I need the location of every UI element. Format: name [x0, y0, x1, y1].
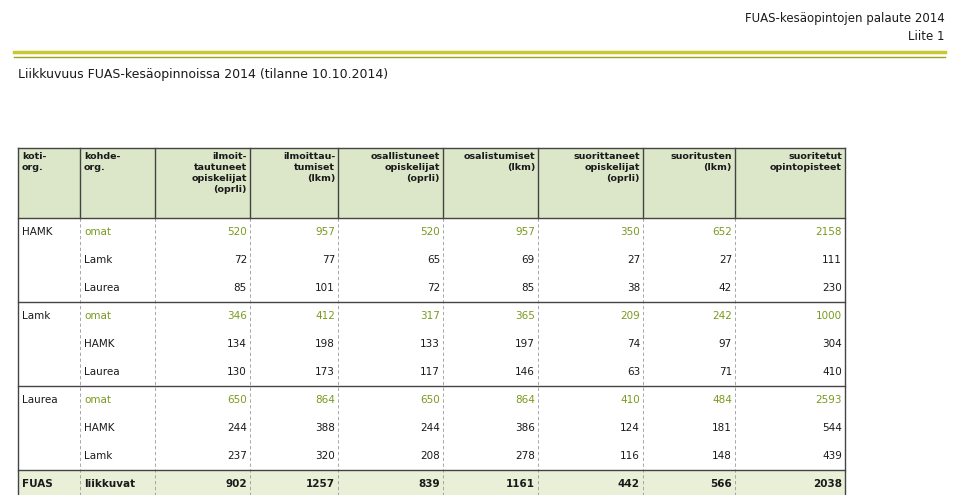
Text: suorittaneet
opiskelijat
(oprli): suorittaneet opiskelijat (oprli) [573, 152, 640, 183]
Text: 27: 27 [718, 255, 732, 265]
Text: Lamk: Lamk [22, 311, 51, 321]
Text: 97: 97 [718, 339, 732, 349]
Text: 85: 85 [522, 283, 535, 293]
Text: 117: 117 [420, 367, 440, 377]
Text: 74: 74 [627, 339, 640, 349]
Text: 484: 484 [713, 395, 732, 405]
Text: omat: omat [84, 311, 111, 321]
Text: 278: 278 [515, 451, 535, 461]
Bar [18, 470, 845, 495]
Text: 38: 38 [627, 283, 640, 293]
Text: Laurea: Laurea [22, 395, 58, 405]
Text: 77: 77 [322, 255, 335, 265]
Text: 902: 902 [225, 479, 247, 489]
Text: 230: 230 [822, 283, 842, 293]
Text: HAMK: HAMK [84, 339, 114, 349]
Text: 320: 320 [316, 451, 335, 461]
Text: 410: 410 [822, 367, 842, 377]
Text: 173: 173 [316, 367, 335, 377]
Text: 520: 520 [420, 227, 440, 237]
Text: 957: 957 [515, 227, 535, 237]
Text: 181: 181 [713, 423, 732, 433]
Text: 133: 133 [420, 339, 440, 349]
Text: 317: 317 [420, 311, 440, 321]
Text: HAMK: HAMK [84, 423, 114, 433]
Text: 72: 72 [427, 283, 440, 293]
Text: 439: 439 [822, 451, 842, 461]
Text: 839: 839 [418, 479, 440, 489]
Text: 101: 101 [316, 283, 335, 293]
Text: Laurea: Laurea [84, 367, 120, 377]
Text: 242: 242 [713, 311, 732, 321]
Text: 27: 27 [627, 255, 640, 265]
Text: 957: 957 [316, 227, 335, 237]
Text: 650: 650 [420, 395, 440, 405]
Text: 386: 386 [515, 423, 535, 433]
Text: 244: 244 [420, 423, 440, 433]
Text: 2158: 2158 [815, 227, 842, 237]
Text: Laurea: Laurea [84, 283, 120, 293]
Text: 1000: 1000 [816, 311, 842, 321]
Text: 72: 72 [234, 255, 247, 265]
Bar [18, 148, 845, 218]
Text: 130: 130 [227, 367, 247, 377]
Text: 148: 148 [713, 451, 732, 461]
Text: 864: 864 [515, 395, 535, 405]
Text: 650: 650 [227, 395, 247, 405]
Text: suoritetut
opintopisteet: suoritetut opintopisteet [770, 152, 842, 172]
Text: Liikkuvuus FUAS-kesäopinnoissa 2014 (tilanne 10.10.2014): Liikkuvuus FUAS-kesäopinnoissa 2014 (til… [18, 68, 388, 81]
Text: 244: 244 [227, 423, 247, 433]
Text: 146: 146 [515, 367, 535, 377]
Text: osalistumiset
(lkm): osalistumiset (lkm) [463, 152, 535, 172]
Text: 388: 388 [316, 423, 335, 433]
Text: 410: 410 [620, 395, 640, 405]
Text: 116: 116 [620, 451, 640, 461]
Text: 652: 652 [713, 227, 732, 237]
Text: FUAS: FUAS [22, 479, 53, 489]
Text: 1161: 1161 [506, 479, 535, 489]
Text: 520: 520 [227, 227, 247, 237]
Text: 2038: 2038 [813, 479, 842, 489]
Text: 85: 85 [234, 283, 247, 293]
Text: 198: 198 [316, 339, 335, 349]
Text: suoritusten
(lkm): suoritusten (lkm) [670, 152, 732, 172]
Text: 197: 197 [515, 339, 535, 349]
Text: 566: 566 [711, 479, 732, 489]
Text: kohde-
org.: kohde- org. [84, 152, 121, 172]
Text: koti-
org.: koti- org. [22, 152, 46, 172]
Text: 864: 864 [316, 395, 335, 405]
Text: 442: 442 [618, 479, 640, 489]
Text: 71: 71 [718, 367, 732, 377]
Text: omat: omat [84, 395, 111, 405]
Text: 1257: 1257 [306, 479, 335, 489]
Text: FUAS-kesäopintojen palaute 2014: FUAS-kesäopintojen palaute 2014 [745, 12, 945, 25]
Text: 346: 346 [227, 311, 247, 321]
Text: 209: 209 [620, 311, 640, 321]
Text: 544: 544 [822, 423, 842, 433]
Text: Lamk: Lamk [84, 255, 112, 265]
Text: 63: 63 [627, 367, 640, 377]
Text: 69: 69 [522, 255, 535, 265]
Text: 208: 208 [420, 451, 440, 461]
Text: 2593: 2593 [815, 395, 842, 405]
Text: 134: 134 [227, 339, 247, 349]
Text: omat: omat [84, 227, 111, 237]
Text: 65: 65 [427, 255, 440, 265]
Text: Lamk: Lamk [84, 451, 112, 461]
Text: 42: 42 [718, 283, 732, 293]
Text: 111: 111 [822, 255, 842, 265]
Text: ilmoittau-
tumiset
(lkm): ilmoittau- tumiset (lkm) [283, 152, 335, 183]
Text: 365: 365 [515, 311, 535, 321]
Text: liikkuvat: liikkuvat [84, 479, 135, 489]
Text: ilmoit-
tautuneet
opiskelijat
(oprli): ilmoit- tautuneet opiskelijat (oprli) [192, 152, 247, 195]
Text: 412: 412 [316, 311, 335, 321]
Text: osallistuneet
opiskelijat
(oprli): osallistuneet opiskelijat (oprli) [370, 152, 440, 183]
Text: 350: 350 [620, 227, 640, 237]
Text: 237: 237 [227, 451, 247, 461]
Text: Liite 1: Liite 1 [908, 30, 945, 43]
Text: 304: 304 [822, 339, 842, 349]
Text: HAMK: HAMK [22, 227, 53, 237]
Text: 124: 124 [620, 423, 640, 433]
